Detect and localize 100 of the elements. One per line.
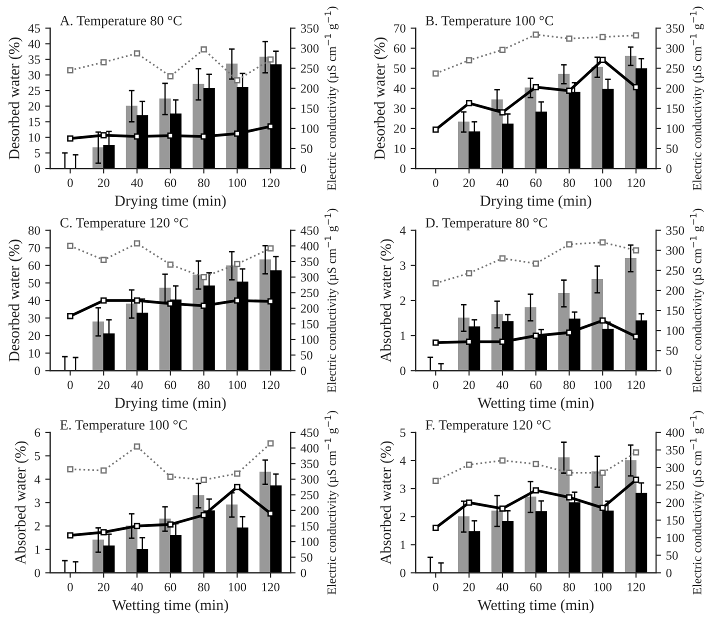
y-tick-label: 70 [28, 244, 40, 252]
x-tick-label: 20 [463, 178, 475, 188]
y2-tick-label: 250 [300, 64, 319, 73]
y2-axis-title: Electric conductivity (µS cm$^{−1}$ g$^{−1}$) [324, 208, 338, 392]
x-tick-label: 60 [164, 582, 176, 592]
x-axis-title: Wetting time (min) [477, 397, 594, 412]
y2-tick-label: 400 [300, 242, 319, 250]
y2-tick-label: 50 [301, 553, 312, 562]
y2-tick-label: 150 [666, 516, 684, 525]
x-axis-title: Wetting time (min) [112, 599, 228, 614]
y2-tick-label: 300 [300, 475, 319, 484]
y2-tick-label: 50 [666, 346, 678, 356]
y2-tick-label: 350 [300, 460, 319, 468]
y2-tick-label: 200 [300, 84, 319, 93]
x-axis-title: Drying time (min) [480, 195, 592, 210]
y2-tick-label: 150 [666, 104, 684, 113]
y2-tick-label: 250 [666, 481, 684, 490]
x-tick-label: 40 [131, 380, 143, 390]
x-tick-label: 60 [530, 178, 542, 188]
x-tick-label: 100 [228, 380, 246, 390]
y2-tick-label: 400 [300, 444, 319, 452]
y-tick-label: 5 [400, 428, 406, 437]
x-tick-label: 80 [563, 178, 576, 188]
x-tick-label: 40 [131, 582, 143, 592]
y-axis-title: Absorbed water (%) [380, 441, 394, 564]
y-tick-label: 4 [34, 475, 40, 484]
y-axis-title: Absorbed water (%) [14, 441, 29, 564]
x-tick-label: 40 [496, 582, 508, 592]
y-tick-label: 4 [400, 226, 406, 235]
x-tick-label: 80 [198, 178, 210, 188]
x-tick-label: 40 [496, 380, 508, 390]
y2-axis-title: Electric conductivity (µS cm$^{−1}$ g$^{−1}$) [690, 6, 704, 190]
y2-tick-label: 350 [666, 446, 684, 454]
y-tick-label: 50 [28, 278, 40, 288]
x-tick-label: 120 [262, 380, 280, 390]
x-tick-label: 0 [68, 380, 73, 390]
y2-tick-label: 200 [300, 304, 319, 313]
y-tick-label: 0 [400, 568, 406, 578]
y2-tick-label: 450 [300, 226, 319, 235]
y-tick-label: 0 [400, 164, 406, 173]
y-tick-label: 5 [34, 149, 40, 158]
y-tick-label: 2 [400, 296, 406, 305]
y-tick-label: 35 [28, 55, 40, 64]
y-tick-label: 2 [400, 512, 406, 521]
x-axis-title: Wetting time (min) [477, 599, 594, 614]
y-axis-title: Desorbed water (%) [8, 38, 22, 160]
y2-tick-label: 0 [666, 164, 672, 173]
y2-tick-label: 350 [666, 24, 684, 33]
y-tick-label: 25 [28, 86, 40, 96]
y-tick-label: 45 [28, 24, 40, 33]
y2-tick-label: 50 [301, 351, 312, 360]
y2-tick-label: 200 [300, 506, 319, 515]
y2-tick-label: 250 [300, 490, 319, 500]
y2-tick-label: 200 [666, 84, 684, 93]
y-axis-title: Desorbed water (%) [374, 38, 388, 160]
y2-tick-label: 100 [666, 124, 684, 133]
x-tick-label: 100 [228, 178, 246, 188]
y-tick-label: 15 [29, 118, 40, 126]
x-tick-label: 80 [563, 380, 576, 390]
y-tick-label: 50 [394, 64, 406, 73]
y-tick-label: 1 [400, 540, 406, 550]
y-tick-label: 20 [28, 102, 40, 111]
chart-title: D. Temperature 80 °C [426, 218, 547, 230]
y-tick-label: 5 [34, 452, 40, 460]
y2-tick-label: 100 [301, 335, 319, 344]
x-tick-label: 40 [131, 178, 143, 188]
x-tick-label: 20 [98, 178, 110, 188]
chart-title: E. Temperature 100 °C [60, 420, 187, 432]
y-tick-label: 20 [28, 332, 40, 340]
y-tick-label: 3 [400, 484, 406, 494]
x-tick-label: 120 [262, 582, 280, 592]
y-tick-label: 30 [28, 314, 40, 322]
y-tick-label: 40 [28, 296, 40, 305]
y-tick-label: 0 [400, 366, 406, 376]
y2-tick-label: 250 [300, 288, 319, 298]
y-tick-label: 60 [28, 261, 40, 270]
y-tick-label: 80 [28, 226, 40, 235]
y2-tick-label: 150 [301, 104, 319, 113]
y2-tick-label: 0 [300, 164, 306, 173]
y2-tick-label: 100 [301, 538, 319, 546]
chart-title: B. Temperature 100 °C [426, 16, 554, 28]
x-tick-label: 120 [262, 178, 280, 188]
chart-title: F. Temperature 120 °C [426, 420, 550, 432]
y2-axis-title: Electric conductivity (µS cm$^{−1}$ g$^{−1}$) [690, 208, 704, 392]
x-tick-label: 60 [164, 178, 176, 188]
x-tick-label: 100 [594, 380, 612, 390]
x-tick-label: 20 [463, 380, 475, 390]
y2-tick-label: 0 [666, 366, 672, 376]
y2-tick-label: 50 [301, 144, 312, 153]
y-tick-label: 1 [35, 545, 40, 554]
x-tick-label: 20 [463, 582, 475, 592]
y-tick-label: 10 [29, 133, 40, 142]
y2-tick-label: 0 [300, 568, 306, 578]
x-tick-label: 20 [98, 380, 110, 390]
y2-tick-label: 150 [301, 522, 319, 530]
y-axis-title: Absorbed water (%) [380, 239, 394, 362]
y-tick-label: 10 [29, 349, 40, 358]
x-tick-label: 120 [628, 380, 645, 390]
y-tick-label: 3 [400, 261, 406, 270]
x-tick-label: 80 [198, 582, 210, 592]
